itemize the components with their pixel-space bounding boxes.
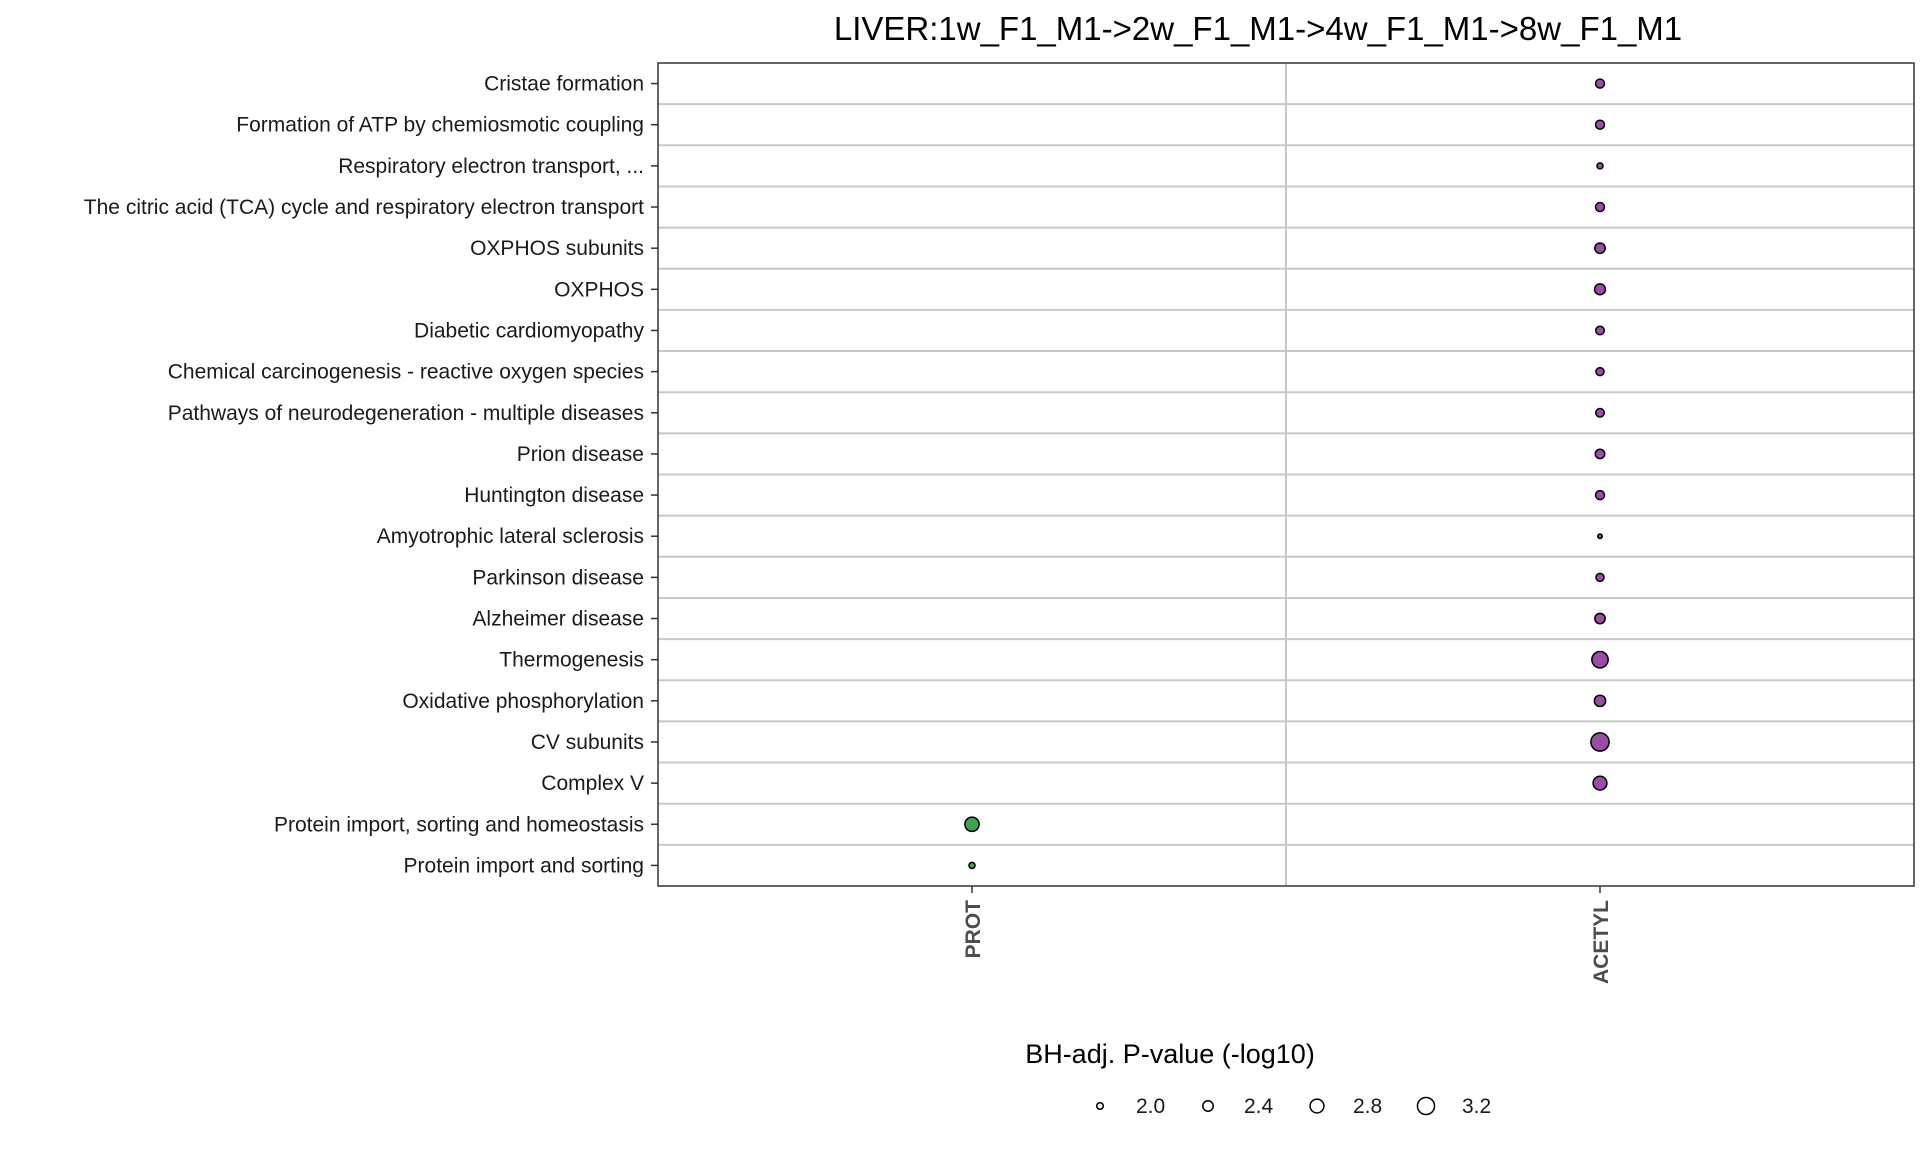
- y-tick-label: Protein import and sorting: [404, 854, 644, 877]
- y-tick-label: Respiratory electron transport, ...: [338, 155, 644, 178]
- legend-label: 2.4: [1244, 1095, 1274, 1118]
- data-point: [1594, 612, 1606, 625]
- y-tick-label: Thermogenesis: [499, 649, 644, 672]
- y-tick-label: Diabetic cardiomyopathy: [414, 319, 644, 342]
- y-tick-label: Cristae formation: [484, 73, 644, 96]
- data-point: [1593, 283, 1607, 296]
- y-tick-label: Protein import, sorting and homeostasis: [274, 813, 644, 836]
- data-point: [1592, 775, 1608, 791]
- y-tick-label: Amyotrophic lateral sclerosis: [377, 525, 644, 548]
- data-point: [1593, 694, 1607, 708]
- legend-label: 3.2: [1462, 1095, 1491, 1118]
- y-tick-label: CV subunits: [531, 731, 644, 754]
- data-point: [1594, 78, 1606, 89]
- data-point: [1595, 366, 1605, 377]
- legend-key: [1095, 1101, 1105, 1111]
- x-tick-label: ACETYL: [1590, 900, 1613, 984]
- y-tick-label: Huntington disease: [464, 484, 644, 507]
- y-tick-label: The citric acid (TCA) cycle and respirat…: [84, 196, 644, 219]
- data-point: [1594, 201, 1606, 213]
- data-point: [1594, 242, 1606, 255]
- plot-border: [657, 62, 1915, 887]
- data-point: [1596, 533, 1604, 540]
- y-tick-label: Oxidative phosphorylation: [402, 690, 644, 713]
- y-tick-label: Formation of ATP by chemiosmotic couplin…: [236, 114, 644, 137]
- data-point: [1595, 572, 1605, 583]
- y-tick-label: Prion disease: [517, 443, 644, 466]
- y-tick-label: Pathways of neurodegeneration - multiple…: [168, 402, 644, 425]
- x-tick-label: PROT: [962, 900, 985, 959]
- legend-key: [1416, 1096, 1436, 1116]
- y-tick-label: Parkinson disease: [472, 566, 644, 589]
- y-tick-label: Complex V: [541, 772, 644, 795]
- y-tick-label: OXPHOS subunits: [470, 237, 644, 260]
- data-point: [1590, 732, 1610, 752]
- legend-key: [1309, 1098, 1325, 1114]
- data-point: [1594, 489, 1606, 501]
- data-point: [1591, 650, 1609, 669]
- data-point: [1594, 448, 1606, 460]
- data-point: [1594, 119, 1606, 130]
- legend-label: 2.8: [1353, 1095, 1382, 1118]
- chart-title: LIVER:1w_F1_M1->2w_F1_M1->4w_F1_M1->8w_F…: [834, 10, 1682, 47]
- y-tick-label: Chemical carcinogenesis - reactive oxyge…: [168, 361, 644, 384]
- data-point: [1594, 325, 1606, 336]
- legend-key: [1202, 1100, 1214, 1112]
- y-tick-label: OXPHOS: [554, 278, 644, 301]
- legend-title: BH-adj. P-value (-log10): [1025, 1039, 1315, 1069]
- data-point: [1594, 407, 1606, 418]
- legend-label: 2.0: [1136, 1095, 1165, 1118]
- data-point: [1596, 162, 1604, 170]
- data-point: [964, 816, 980, 833]
- y-tick-label: Alzheimer disease: [472, 608, 644, 631]
- data-point: [968, 861, 976, 870]
